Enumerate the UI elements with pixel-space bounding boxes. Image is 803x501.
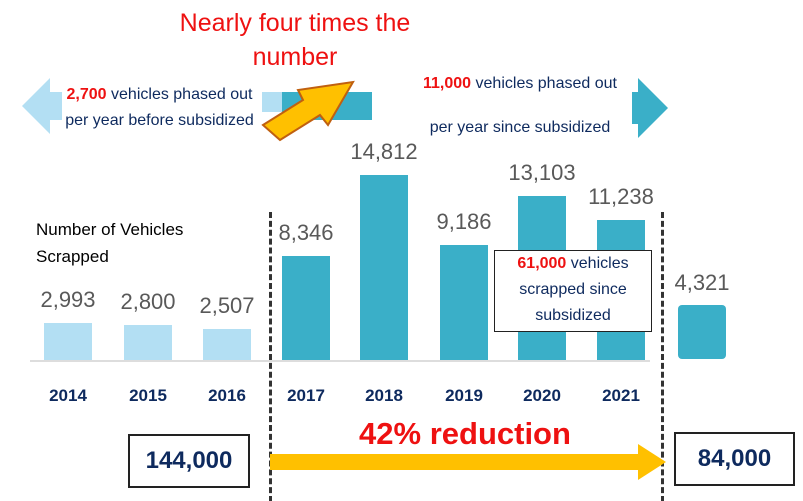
after-note: 11,000 vehicles phased out per year sinc… — [395, 62, 645, 150]
reduction-arrow-icon — [270, 444, 666, 480]
year-label: 2016 — [208, 386, 246, 405]
scrapped-text-1: vehicles — [570, 255, 629, 272]
value-label: 2,993 — [40, 286, 96, 312]
after-number: 11,000 — [423, 75, 472, 92]
before-text: vehicles phased out per year before subs… — [65, 86, 254, 129]
year-label: 2018 — [365, 386, 403, 405]
y-axis-label: Number of Vehicles Scrapped — [36, 220, 184, 266]
before-number: 2,700 — [66, 86, 107, 103]
value-label: 8,346 — [278, 219, 334, 245]
value-label: 9,186 — [436, 209, 492, 235]
before-total: 144,000 — [128, 434, 250, 488]
value-label: 2,800 — [120, 289, 176, 315]
year-label: 2017 — [287, 386, 325, 405]
headline: Nearly four times the number — [179, 9, 411, 71]
reduction-label: 42% reduction — [359, 416, 571, 451]
divider-left — [269, 212, 272, 501]
year-label: 2015 — [129, 386, 167, 405]
scrapped-text-2: scrapped since subsidized — [519, 281, 627, 324]
value-label: 13,103 — [508, 160, 576, 186]
right-arrow-icon — [632, 78, 668, 138]
increase-arrow-icon — [261, 80, 355, 142]
after-text-1: vehicles phased out — [475, 75, 617, 92]
bar-partial — [678, 305, 726, 359]
year-label: 2014 — [49, 386, 87, 405]
before-note: 2,700 vehicles phased out per year befor… — [62, 82, 257, 134]
scrapped-note: 61,000 vehicles scrapped since subsidize… — [494, 250, 652, 332]
scrapped-number: 61,000 — [517, 255, 567, 272]
bar-2014 — [44, 322, 92, 360]
year-label: 2019 — [445, 386, 483, 405]
bar-2015 — [124, 325, 172, 360]
value-label: 11,238 — [588, 183, 654, 209]
value-label: 14,812 — [350, 139, 418, 164]
after-total: 84,000 — [674, 432, 795, 486]
year-label: 2020 — [523, 386, 561, 405]
baseline — [30, 360, 650, 362]
year-label: 2021 — [602, 386, 640, 405]
after-text-2: per year since subsidized — [429, 119, 611, 136]
divider-right — [661, 212, 664, 501]
after-note-line1: 11,000 vehicles phased out — [395, 62, 645, 106]
bar-2019 — [440, 245, 488, 360]
value-label: 2,507 — [199, 292, 255, 318]
left-arrow-icon — [22, 78, 62, 134]
value-label: 4,321 — [674, 270, 730, 296]
bar-2017 — [282, 255, 330, 360]
bar-2016 — [203, 328, 251, 360]
bar-2018 — [360, 175, 408, 360]
